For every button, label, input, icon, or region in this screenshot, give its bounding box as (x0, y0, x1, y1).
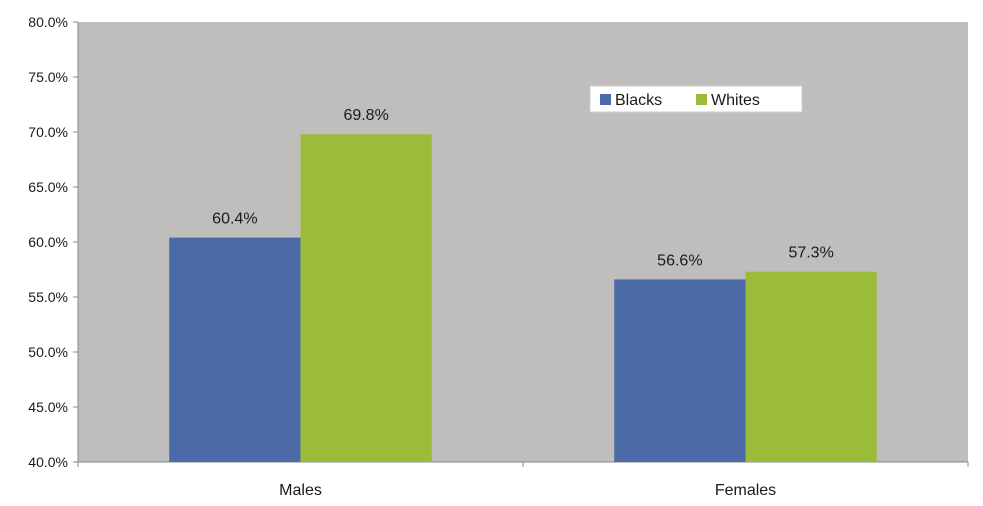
bar-whites-females (745, 271, 877, 462)
y-tick-label: 50.0% (28, 344, 68, 360)
legend-swatch-blacks (600, 94, 611, 105)
category-labels: Males Females (77, 462, 969, 499)
y-tick-label: 60.0% (28, 234, 68, 250)
y-tick-label: 70.0% (28, 124, 68, 140)
bar-blacks-females (614, 279, 746, 462)
legend-label-whites: Whites (711, 92, 760, 109)
data-label-blacks-females: 56.6% (657, 252, 702, 269)
bar-blacks-males (169, 237, 301, 462)
y-tick-label: 40.0% (28, 454, 68, 470)
data-label-whites-males: 69.8% (343, 107, 388, 124)
y-tick-label: 55.0% (28, 289, 68, 305)
legend-swatch-whites (696, 94, 707, 105)
legend-label-blacks: Blacks (615, 92, 662, 109)
y-tick-label: 65.0% (28, 179, 68, 195)
data-label-whites-females: 57.3% (788, 245, 833, 262)
y-tick-label: 75.0% (28, 69, 68, 85)
y-tick-label: 80.0% (28, 14, 68, 30)
data-label-blacks-males: 60.4% (212, 211, 257, 228)
bars: 60.4% 69.8% 56.6% 57.3% (169, 107, 877, 462)
y-tick-label: 45.0% (28, 399, 68, 415)
y-axis-ticks: 40.0% 45.0% 50.0% 55.0% 60.0% 65.0% 70.0% 75.0%… (28, 14, 78, 470)
category-label-females: Females (715, 482, 776, 499)
bar-whites-males (300, 134, 432, 462)
legend: Blacks Whites (589, 85, 803, 113)
category-label-males: Males (279, 482, 322, 499)
